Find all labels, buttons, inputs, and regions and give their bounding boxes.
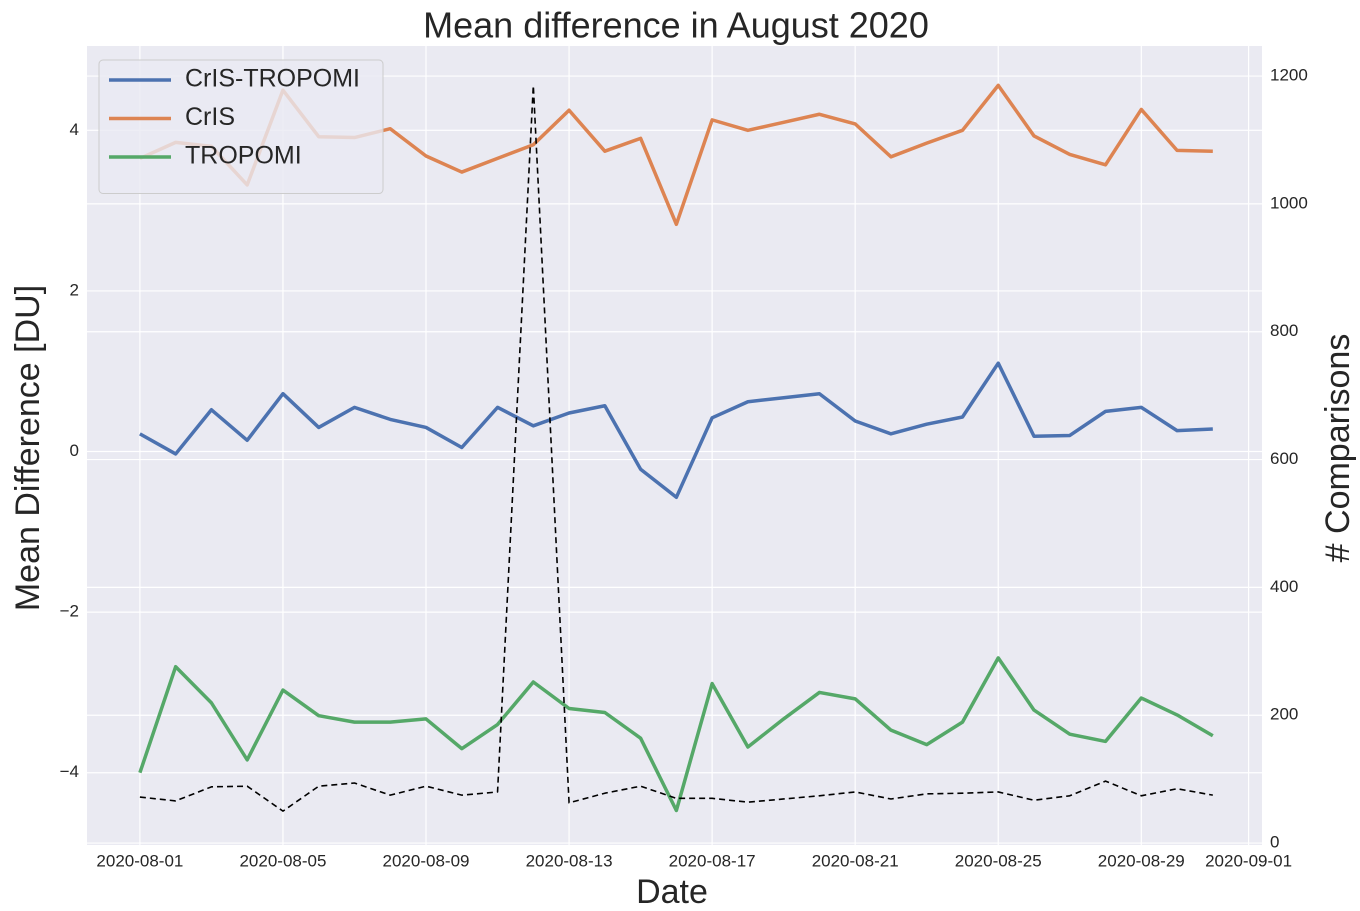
y2-tick-label: 0 <box>1270 833 1279 852</box>
line <box>138 656 1214 813</box>
y2-tick-label: 800 <box>1270 321 1298 340</box>
y-tick-label: 0 <box>70 441 79 460</box>
y2-tick-label: 600 <box>1270 449 1298 468</box>
legend-label: CrIS <box>185 103 235 131</box>
y-tick-label: 4 <box>70 120 79 139</box>
x-tick-label: 2020-08-29 <box>1098 851 1185 870</box>
y-tick-label: 2 <box>70 280 79 299</box>
y2-tick-label: 1200 <box>1270 66 1308 85</box>
x-tick-label: 2020-09-01 <box>1205 851 1292 870</box>
legend: CrIS-TROPOMI CrIS TROPOMI <box>98 59 384 194</box>
y2-tick-label: 200 <box>1270 705 1298 724</box>
x-axis-label: Date <box>636 873 708 911</box>
y2-tick-label: 400 <box>1270 577 1298 596</box>
legend-label: CrIS-TROPOMI <box>185 65 360 93</box>
y2-tick-label: 1000 <box>1270 193 1308 212</box>
chart-title: Mean difference in August 2020 <box>423 5 929 46</box>
y-tick-label: −2 <box>60 602 79 621</box>
legend-label: TROPOMI <box>185 142 302 170</box>
x-tick-label: 2020-08-25 <box>955 851 1042 870</box>
x-tick-label: 2020-08-21 <box>812 851 899 870</box>
x-tick-label: 2020-08-13 <box>526 851 613 870</box>
x-tick-label: 2020-08-09 <box>383 851 470 870</box>
legend-box <box>98 59 384 194</box>
y-axis-label: Mean Difference [DU] <box>9 285 47 611</box>
line <box>139 361 1213 500</box>
x-tick-label: 2020-08-05 <box>239 851 326 870</box>
grid <box>87 46 1262 845</box>
y-tick-label: −4 <box>60 762 79 781</box>
x-tick-label: 2020-08-17 <box>669 851 756 870</box>
y2-axis-label: # Comparisons <box>1319 334 1357 563</box>
x-tick-label: 2020-08-01 <box>96 851 183 870</box>
